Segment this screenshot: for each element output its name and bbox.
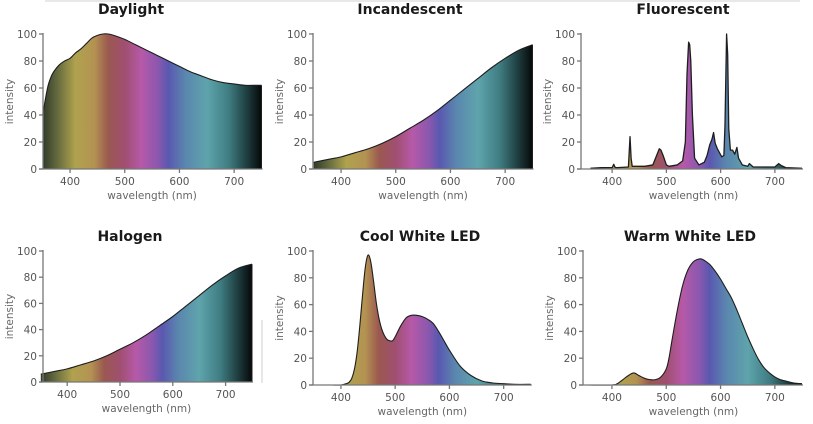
x-tick-label: 500 — [385, 392, 405, 404]
y-tick-label: 80 — [24, 272, 37, 284]
y-tick-label: 20 — [562, 137, 575, 149]
y-tick-label: 40 — [564, 326, 577, 338]
x-tick-label: 500 — [386, 176, 406, 188]
y-tick-label: 100 — [287, 29, 307, 41]
x-tick-label: 400 — [331, 392, 351, 404]
y-tick-label: 100 — [287, 246, 307, 258]
x-tick-label: 600 — [711, 176, 731, 188]
spectrum-line — [40, 263, 253, 375]
x-axis-label: wavelength (nm) — [378, 190, 468, 202]
spectrum-area — [40, 264, 252, 382]
chart-title: Incandescent — [357, 2, 462, 18]
spectrum-area — [42, 33, 262, 169]
x-axis-label: wavelength (nm) — [102, 403, 192, 415]
chart-incandescent: Incandescent 0 20 40 60 80 100 400 500 600 700 wave… — [274, 2, 534, 202]
y-tick-label: 0 — [300, 164, 307, 176]
spectrum-line — [587, 258, 803, 386]
x-tick-label: 500 — [110, 389, 130, 401]
spectrum-area — [313, 44, 533, 169]
chart-title: Warm White LED — [624, 229, 756, 245]
x-tick-label: 700 — [765, 392, 785, 404]
spectrum-line — [42, 33, 262, 116]
chart-warm-white-led: Warm White LED 0 20 40 60 80 100 400 500 600 700 wa… — [544, 229, 803, 418]
chart-cool-white-led: Cool White LED 0 20 40 60 80 100 400 500 600 700 wa… — [274, 229, 532, 418]
spectrum-area — [587, 258, 802, 386]
y-tick-label: 20 — [24, 351, 37, 363]
y-tick-label: 80 — [562, 56, 575, 68]
y-tick-label: 100 — [555, 29, 575, 41]
chart-fluorescent: Fluorescent 0 20 40 60 80 100 400 500 600 700 wavel… — [542, 2, 803, 202]
y-tick-label: 100 — [17, 246, 37, 258]
chart-title: Daylight — [98, 2, 164, 18]
y-tick-label: 60 — [294, 300, 307, 312]
x-tick-label: 600 — [439, 392, 459, 404]
x-tick-label: 600 — [163, 389, 183, 401]
spectrum-area — [332, 254, 531, 386]
x-tick-label: 400 — [602, 176, 622, 188]
chart-title: Halogen — [97, 229, 162, 245]
chart-halogen: Halogen 0 20 40 60 80 100 400 500 600 700 wavelengt… — [4, 229, 253, 415]
y-tick-label: 20 — [294, 137, 307, 149]
y-tick-label: 0 — [570, 380, 577, 392]
x-axis-label: wavelength (nm) — [649, 190, 739, 202]
x-tick-label: 500 — [656, 176, 676, 188]
y-tick-label: 40 — [562, 110, 575, 122]
x-tick-label: 600 — [440, 176, 460, 188]
y-tick-label: 0 — [30, 164, 37, 176]
y-tick-label: 100 — [17, 29, 37, 41]
x-axis-label: wavelength (nm) — [378, 406, 468, 418]
y-tick-label: 20 — [24, 137, 37, 149]
y-tick-label: 60 — [294, 83, 307, 95]
y-tick-label: 0 — [568, 164, 575, 176]
y-tick-label: 60 — [564, 300, 577, 312]
y-axis-label: intensity — [274, 295, 286, 341]
y-axis-label: intensity — [274, 79, 286, 125]
y-tick-label: 80 — [294, 56, 307, 68]
y-axis-label: intensity — [544, 295, 556, 341]
x-tick-label: 600 — [169, 176, 189, 188]
x-tick-label: 700 — [224, 176, 244, 188]
chart-title: Cool White LED — [360, 229, 481, 245]
y-tick-label: 0 — [300, 380, 307, 392]
y-tick-label: 20 — [564, 353, 577, 365]
x-axis-label: wavelength (nm) — [107, 190, 197, 202]
chart-title: Fluorescent — [636, 2, 729, 18]
x-tick-label: 700 — [494, 392, 514, 404]
x-tick-label: 400 — [331, 176, 351, 188]
y-tick-label: 40 — [294, 110, 307, 122]
x-tick-label: 500 — [115, 176, 135, 188]
y-tick-label: 80 — [294, 273, 307, 285]
x-tick-label: 500 — [656, 392, 676, 404]
y-tick-label: 60 — [24, 298, 37, 310]
x-tick-label: 400 — [57, 389, 77, 401]
x-tick-label: 700 — [765, 176, 785, 188]
x-axis-label: wavelength (nm) — [649, 406, 739, 418]
x-tick-label: 700 — [495, 176, 515, 188]
spectrum-area — [590, 34, 802, 169]
y-axis-label: intensity — [4, 79, 16, 125]
y-tick-label: 100 — [557, 246, 577, 258]
chart-daylight: Daylight 0 20 40 60 80 100 400 500 600 700 waveleng… — [4, 2, 263, 202]
y-tick-label: 40 — [24, 110, 37, 122]
y-tick-label: 40 — [24, 325, 37, 337]
spectrum-line — [332, 254, 531, 386]
y-tick-label: 0 — [30, 377, 37, 389]
spectrum-line — [313, 44, 533, 163]
y-axis-label: intensity — [542, 79, 554, 125]
y-axis-label: intensity — [4, 294, 16, 340]
y-tick-label: 60 — [562, 83, 575, 95]
y-tick-label: 40 — [294, 326, 307, 338]
x-tick-label: 600 — [711, 392, 731, 404]
y-tick-label: 80 — [24, 56, 37, 68]
x-tick-label: 400 — [60, 176, 80, 188]
y-tick-label: 80 — [564, 273, 577, 285]
y-tick-label: 20 — [294, 353, 307, 365]
y-tick-label: 60 — [24, 83, 37, 95]
spectrum-line — [590, 33, 803, 169]
x-tick-label: 700 — [216, 389, 236, 401]
x-tick-label: 400 — [602, 392, 622, 404]
